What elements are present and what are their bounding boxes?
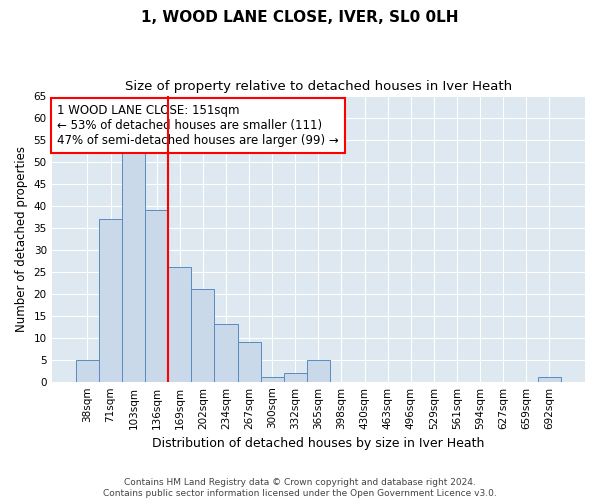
Text: Contains HM Land Registry data © Crown copyright and database right 2024.
Contai: Contains HM Land Registry data © Crown c… [103,478,497,498]
Bar [145,210,168,382]
Title: Size of property relative to detached houses in Iver Heath: Size of property relative to detached ho… [125,80,512,93]
Bar [168,267,191,382]
X-axis label: Distribution of detached houses by size in Iver Heath: Distribution of detached houses by size … [152,437,485,450]
Bar [76,360,99,382]
Bar [260,378,284,382]
Bar [214,324,238,382]
Y-axis label: Number of detached properties: Number of detached properties [15,146,28,332]
Bar [191,289,214,382]
Bar [538,378,561,382]
Bar [284,373,307,382]
Bar [99,219,122,382]
Bar [238,342,260,382]
Text: 1, WOOD LANE CLOSE, IVER, SL0 0LH: 1, WOOD LANE CLOSE, IVER, SL0 0LH [141,10,459,25]
Bar [307,360,330,382]
Bar [122,153,145,382]
Text: 1 WOOD LANE CLOSE: 151sqm
← 53% of detached houses are smaller (111)
47% of semi: 1 WOOD LANE CLOSE: 151sqm ← 53% of detac… [57,104,339,147]
